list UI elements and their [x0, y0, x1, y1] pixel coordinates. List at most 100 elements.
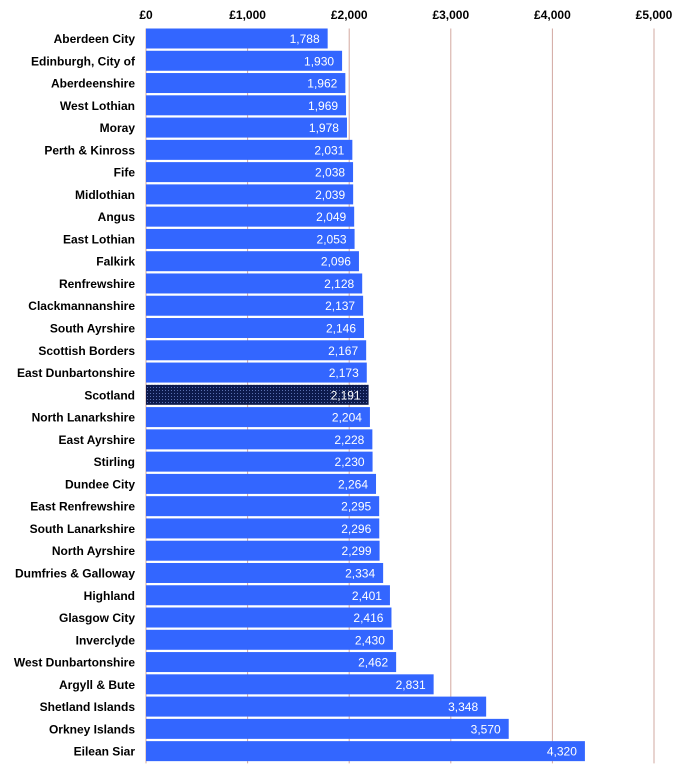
category-label: Dundee City	[65, 477, 135, 491]
bar-highlight	[146, 384, 369, 405]
bar	[146, 50, 343, 71]
value-label: 2,299	[342, 544, 372, 558]
category-label: Renfrewshire	[59, 277, 135, 291]
x-axis-tick-labels: £0 £1,000 £2,000 £3,000 £4,000 £5,000	[139, 8, 672, 22]
category-label: Midlothian	[75, 188, 135, 202]
bar	[146, 518, 380, 539]
bar	[146, 95, 347, 116]
category-label: East Lothian	[63, 232, 135, 246]
bar	[146, 73, 346, 94]
value-label: 1,788	[290, 32, 320, 46]
value-label: 2,128	[324, 277, 354, 291]
value-label: 2,401	[352, 589, 382, 603]
x-tick-label: £5,000	[636, 8, 673, 22]
bar	[146, 496, 380, 517]
category-label: Dumfries & Galloway	[15, 566, 135, 580]
value-label: 2,039	[315, 188, 345, 202]
value-label: 2,462	[358, 656, 388, 670]
bar	[146, 117, 347, 138]
bar	[146, 251, 359, 272]
category-label: South Ayrshire	[50, 322, 135, 336]
bar	[146, 540, 380, 561]
bar	[146, 340, 367, 361]
bar	[146, 585, 390, 606]
value-label: 1,962	[307, 77, 337, 91]
x-tick-label: £4,000	[534, 8, 571, 22]
bar	[146, 429, 373, 450]
value-label: 1,969	[308, 99, 338, 113]
value-label: 2,038	[315, 166, 345, 180]
bar	[146, 228, 355, 249]
category-label: East Renfrewshire	[30, 500, 135, 514]
bar	[146, 696, 487, 717]
value-label: 1,930	[304, 54, 334, 68]
value-label: 2,049	[316, 210, 346, 224]
category-label: Glasgow City	[59, 611, 135, 625]
category-label: Angus	[98, 210, 136, 224]
category-label: Scottish Borders	[38, 344, 135, 358]
category-label: North Lanarkshire	[32, 411, 136, 425]
x-tick-label: £3,000	[432, 8, 469, 22]
bar	[146, 607, 392, 628]
bar	[146, 451, 373, 472]
value-label: 2,146	[326, 322, 356, 336]
value-label: 2,230	[335, 455, 365, 469]
bar	[146, 28, 328, 49]
category-label: South Lanarkshire	[30, 522, 136, 536]
value-label: 2,296	[341, 522, 371, 536]
value-label: 3,348	[448, 700, 478, 714]
bar	[146, 184, 354, 205]
bar	[146, 162, 354, 183]
category-label: Stirling	[94, 455, 135, 469]
category-label: West Lothian	[60, 99, 135, 113]
value-label: 2,031	[314, 143, 344, 157]
category-label: Highland	[84, 589, 135, 603]
value-label: 2,831	[396, 678, 426, 692]
value-label: 2,416	[353, 611, 383, 625]
bar	[146, 741, 585, 762]
bar	[146, 473, 377, 494]
x-tick-label: £2,000	[331, 8, 368, 22]
value-label: 2,228	[334, 433, 364, 447]
category-label: East Ayrshire	[59, 433, 136, 447]
value-label: 2,204	[332, 411, 362, 425]
x-tick-label: £0	[139, 8, 153, 22]
category-label: Falkirk	[96, 255, 135, 269]
bar	[146, 562, 384, 583]
category-label: Orkney Islands	[49, 722, 135, 736]
value-label: 2,264	[338, 477, 368, 491]
category-label: Inverclyde	[76, 633, 136, 647]
category-labels: Aberdeen City Edinburgh, City of Aberdeens…	[14, 32, 136, 759]
value-label: 2,137	[325, 299, 355, 313]
value-label: 2,334	[345, 566, 375, 580]
value-label: 2,053	[317, 232, 347, 246]
category-label: Shetland Islands	[40, 700, 136, 714]
bar	[146, 362, 367, 383]
category-label: North Ayrshire	[52, 544, 135, 558]
category-label: East Dunbartonshire	[17, 366, 135, 380]
bar	[146, 407, 370, 428]
value-label: 2,167	[328, 344, 358, 358]
value-label: 2,430	[355, 633, 385, 647]
bar	[146, 318, 365, 339]
category-label: Aberdeenshire	[51, 77, 135, 91]
category-label: Edinburgh, City of	[31, 54, 136, 68]
bars	[146, 28, 585, 762]
value-label: 4,320	[547, 745, 577, 759]
value-label: 2,191	[331, 388, 361, 402]
bar	[146, 629, 393, 650]
bar	[146, 273, 363, 294]
category-label: Argyll & Bute	[59, 678, 135, 692]
value-label: 1,978	[309, 121, 339, 135]
bar	[146, 652, 397, 673]
bar	[146, 674, 434, 695]
category-label: Scotland	[84, 388, 135, 402]
bar	[146, 206, 355, 227]
x-tick-label: £1,000	[229, 8, 266, 22]
category-label: Aberdeen City	[54, 32, 136, 46]
bar	[146, 295, 364, 316]
category-label: Eilean Siar	[74, 745, 136, 759]
category-label: Perth & Kinross	[44, 143, 135, 157]
bar	[146, 139, 353, 160]
